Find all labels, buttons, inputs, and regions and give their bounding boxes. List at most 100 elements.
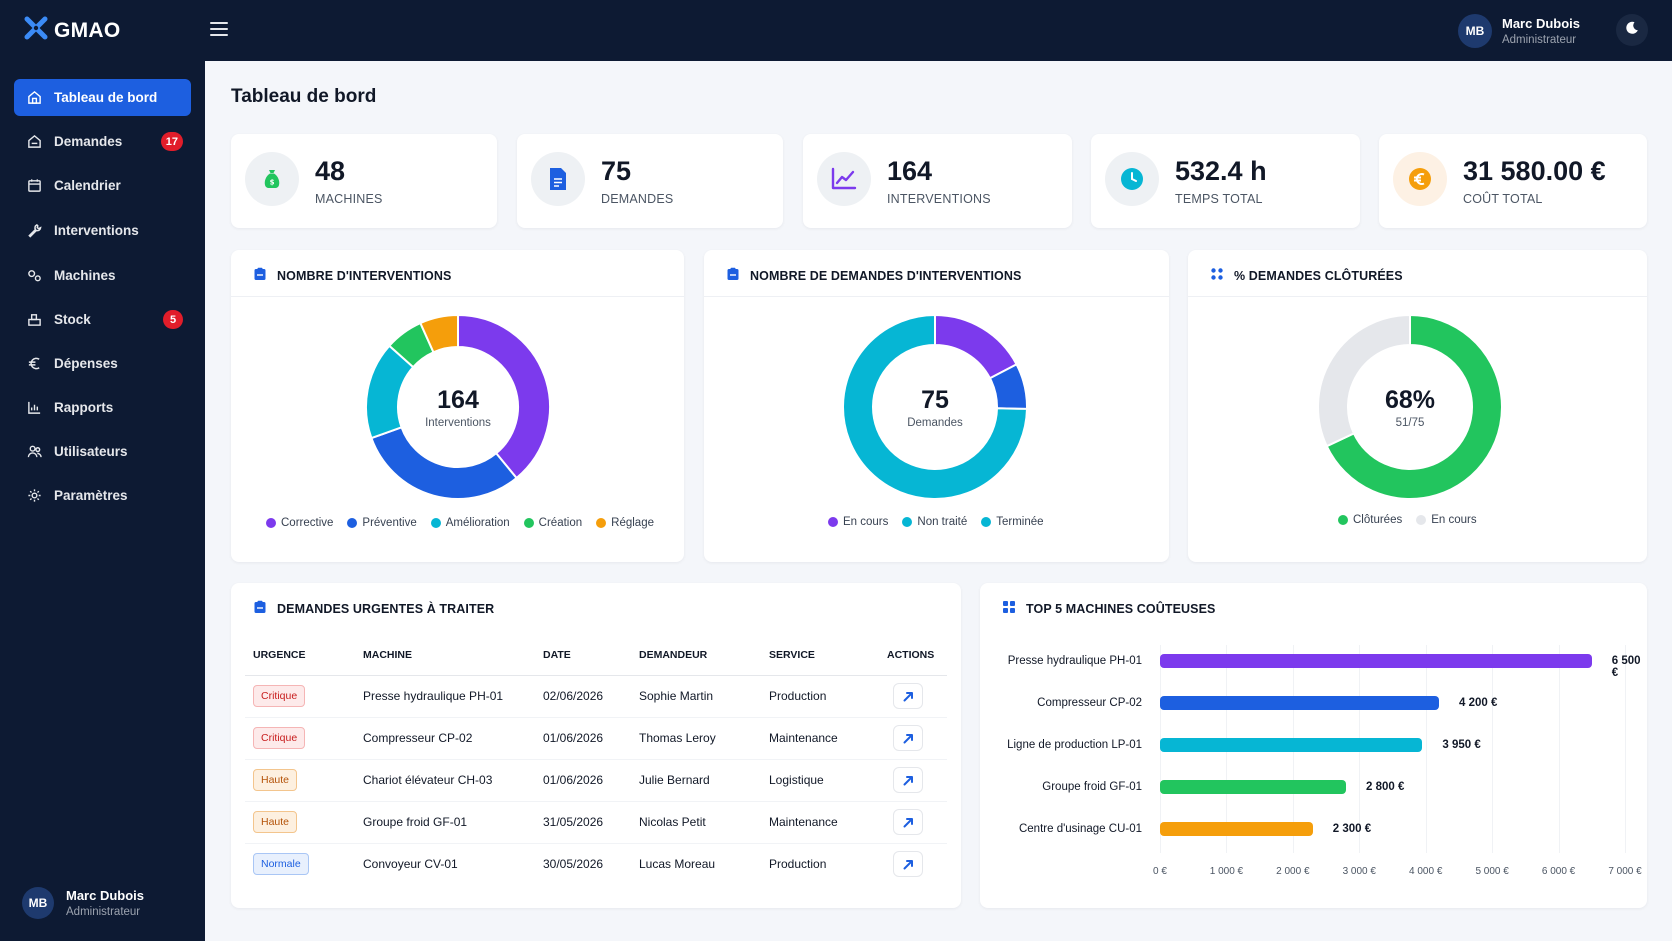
- top-bar: GMAO MB Marc Dubois Administrateur: [0, 0, 1672, 61]
- legend-item[interactable]: Réglage: [596, 517, 654, 529]
- date-cell: 01/06/2026: [535, 717, 631, 760]
- sidebar-item-tableau-de-bord[interactable]: Tableau de bord: [14, 79, 191, 116]
- donut-slice-clôturées[interactable]: [1325, 313, 1503, 500]
- calendar-icon: [26, 178, 42, 194]
- user-menu[interactable]: MB Marc Dubois Administrateur: [1457, 14, 1580, 48]
- machine-cell: Groupe froid GF-01: [355, 801, 535, 844]
- column-header[interactable]: DATE: [535, 635, 631, 676]
- kpi-card-demandes: 75 DEMANDES: [517, 134, 783, 228]
- donut-slice-réglage[interactable]: [419, 313, 459, 354]
- x-tick-label: 6 000 €: [1541, 866, 1576, 877]
- donut-slice-terminée[interactable]: [842, 313, 1029, 500]
- sidebar-item-calendrier[interactable]: Calendrier: [14, 167, 191, 204]
- x-tick-label: 1 000 €: [1209, 866, 1244, 877]
- x-tick-label: 4 000 €: [1409, 866, 1443, 877]
- demandes-count-badge: 17: [160, 132, 183, 151]
- table-row[interactable]: Normale Convoyeur CV-01 30/05/2026 Lucas Mo…: [245, 843, 947, 885]
- service-cell: Maintenance: [761, 717, 879, 760]
- sidebar-item-interventions[interactable]: Interventions: [14, 212, 191, 249]
- table-header-row: URGENCE MACHINE DATE DEMANDEUR SERVICE A…: [245, 635, 947, 676]
- bar-value-label: 2 800 €: [1366, 781, 1405, 793]
- urgency-badge: Critique: [253, 685, 306, 707]
- bar[interactable]: [1160, 780, 1346, 794]
- open-request-button[interactable]: [893, 851, 923, 878]
- chart-legend: Clôturées En cours: [1338, 514, 1477, 526]
- sidebar-item-label: Demandes: [54, 134, 123, 149]
- panel-title: NOMBRE DE DEMANDES D'INTERVENTIONS: [750, 268, 1022, 283]
- legend-item[interactable]: Corrective: [266, 517, 333, 529]
- user-role: Administrateur: [1501, 34, 1577, 46]
- legend-item[interactable]: Création: [523, 517, 582, 529]
- bar[interactable]: [1160, 654, 1592, 668]
- bar[interactable]: [1160, 822, 1313, 836]
- gridline: [1558, 645, 1560, 853]
- service-cell: Production: [761, 675, 879, 718]
- interventions-panel: NOMBRE D'INTERVENTIONS 164 Interventions…: [231, 250, 684, 562]
- sidebar-item-demandes[interactable]: Demandes 17: [14, 123, 191, 160]
- chart-legend: Corrective Préventive Amélioration Créat…: [266, 517, 654, 529]
- legend-item[interactable]: Préventive: [347, 517, 417, 529]
- sidebar-item-label: Stock: [54, 312, 91, 327]
- legend-item[interactable]: En cours: [1416, 514, 1477, 526]
- kpi-card-cout-total: 31 580.00 € COÛT TOTAL: [1379, 134, 1647, 228]
- table-row[interactable]: Critique Presse hydraulique PH-01 02/06/20…: [245, 675, 947, 718]
- column-header[interactable]: DEMANDEUR: [631, 635, 761, 676]
- sidebar-user[interactable]: MB Marc Dubois Administrateur: [22, 887, 144, 919]
- kpi-value: 532.4 h: [1175, 156, 1267, 186]
- bar-category-label: Ligne de production LP-01: [1007, 739, 1142, 751]
- legend-item[interactable]: En cours: [828, 516, 888, 528]
- sidebar-item-label: Utilisateurs: [54, 444, 128, 459]
- kpi-label: COÛT TOTAL: [1463, 192, 1543, 206]
- open-request-button[interactable]: [893, 767, 923, 793]
- donut-center-label: Demandes: [907, 417, 963, 429]
- x-tick-label: 2 000 €: [1276, 866, 1310, 877]
- column-header[interactable]: MACHINE: [355, 635, 535, 676]
- donut-slice-préventive[interactable]: [370, 426, 518, 500]
- service-cell: Logistique: [761, 759, 879, 802]
- bar[interactable]: [1160, 738, 1423, 752]
- open-request-button[interactable]: [893, 809, 923, 835]
- bar[interactable]: [1160, 696, 1439, 710]
- table-row[interactable]: Haute Groupe froid GF-01 31/05/2026 Nicolas…: [245, 801, 947, 844]
- grid-icon: [1210, 267, 1224, 284]
- sidebar-item-rapports[interactable]: Rapports: [14, 389, 191, 426]
- column-header[interactable]: SERVICE: [761, 635, 879, 676]
- kpi-label: TEMPS TOTAL: [1175, 192, 1263, 206]
- column-header[interactable]: URGENCE: [245, 635, 355, 676]
- actions-cell: [879, 843, 947, 885]
- sidebar-item-stock[interactable]: Stock 5: [14, 301, 191, 338]
- urgency-cell: Normale: [245, 843, 355, 885]
- donut-slice-en-cours[interactable]: [1317, 313, 1411, 448]
- users-icon: [26, 444, 42, 460]
- menu-toggle-icon[interactable]: [210, 22, 228, 38]
- arrow-icon: [903, 733, 913, 743]
- grid-icon: [1002, 600, 1016, 617]
- bar-value-label: 4 200 €: [1459, 697, 1498, 709]
- clipboard-icon: [253, 267, 267, 284]
- bar-category-label: Centre d'usinage CU-01: [1018, 823, 1142, 835]
- sidebar-item-parametres[interactable]: Paramètres: [14, 477, 191, 514]
- sidebar-item-machines[interactable]: Machines: [14, 257, 191, 294]
- donut-slice-corrective[interactable]: [457, 313, 551, 480]
- gridline: [1425, 645, 1427, 853]
- donut-slice-en-cours[interactable]: [934, 313, 1018, 380]
- sidebar-item-label: Paramètres: [54, 488, 128, 503]
- legend-item[interactable]: Non traité: [902, 516, 967, 528]
- open-request-button[interactable]: [893, 683, 923, 709]
- arrow-icon: [903, 817, 913, 827]
- logo-icon: [24, 16, 48, 45]
- table-row[interactable]: Critique Compresseur CP-02 01/06/2026 Thoma…: [245, 717, 947, 760]
- sidebar-item-depenses[interactable]: Dépenses: [14, 345, 191, 382]
- sidebar-item-utilisateurs[interactable]: Utilisateurs: [14, 433, 191, 470]
- user-name: Marc Dubois: [66, 888, 145, 903]
- brand[interactable]: GMAO: [24, 16, 121, 45]
- legend-item[interactable]: Clôturées: [1338, 514, 1402, 526]
- box-icon: [26, 312, 42, 328]
- urgency-cell: Critique: [245, 675, 355, 718]
- dark-mode-toggle[interactable]: [1616, 14, 1648, 46]
- legend-item[interactable]: Amélioration: [430, 517, 510, 529]
- sidebar-item-label: Machines: [54, 268, 116, 283]
- table-row[interactable]: Haute Chariot élévateur CH-03 01/06/2026 Ju…: [245, 759, 947, 802]
- open-request-button[interactable]: [893, 725, 923, 751]
- legend-item[interactable]: Terminée: [981, 516, 1044, 528]
